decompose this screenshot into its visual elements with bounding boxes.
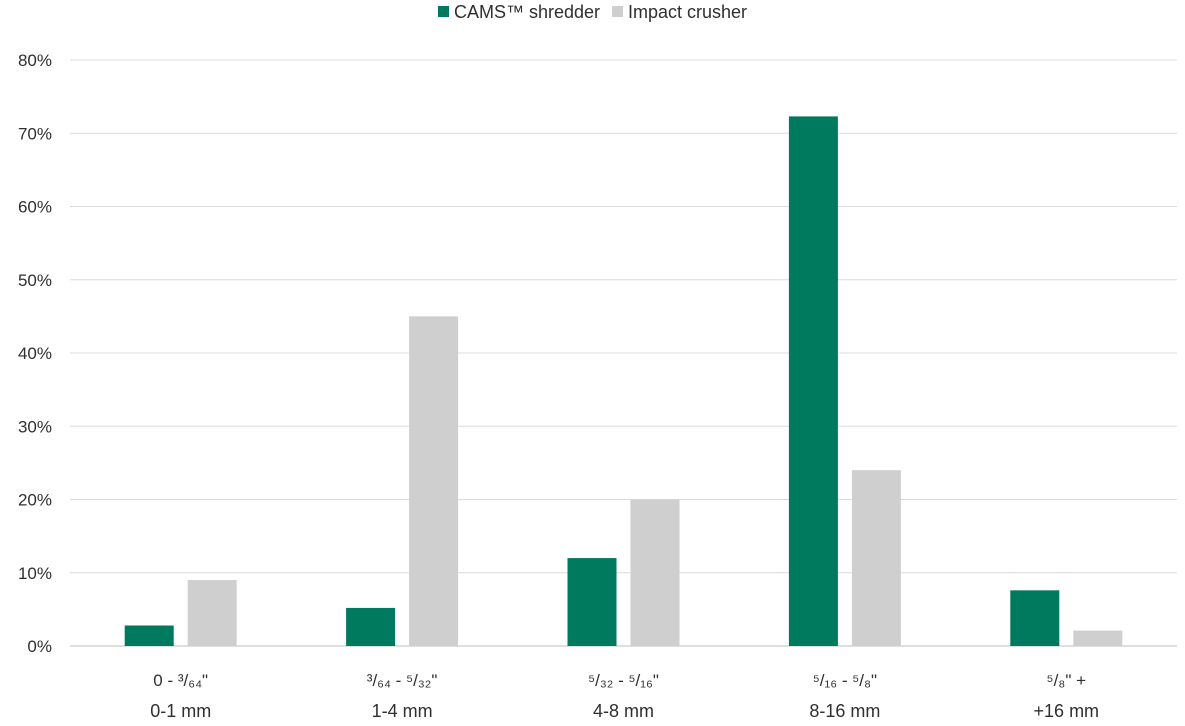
legend-label: Impact crusher <box>628 2 747 22</box>
x-tick-label-inch: ⁵/₁₆ - ⁵/₈" <box>813 671 877 690</box>
bar <box>630 499 680 646</box>
x-tick-label-inch: ³/₆₄ - ⁵/₃₂" <box>367 671 438 690</box>
bar <box>124 625 174 646</box>
legend-swatch <box>612 6 623 17</box>
legend-label: CAMS™ shredder <box>454 2 600 22</box>
bar <box>1073 630 1123 646</box>
x-tick-label-inch: ⁵/₈" + <box>1047 671 1087 690</box>
x-tick-label-mm: 0-1 mm <box>150 701 211 721</box>
y-tick-label: 60% <box>18 198 52 217</box>
x-tick-label-mm: 8-16 mm <box>809 701 880 721</box>
bar <box>187 580 237 646</box>
y-tick-label: 80% <box>18 51 52 70</box>
y-tick-label: 20% <box>18 491 52 510</box>
x-tick-label-mm: 4-8 mm <box>593 701 654 721</box>
x-tick-label-mm: 1-4 mm <box>372 701 433 721</box>
y-tick-label: 0% <box>27 637 52 656</box>
bar <box>788 116 838 647</box>
x-tick-label-mm: +16 mm <box>1034 701 1100 721</box>
y-tick-label: 30% <box>18 417 52 436</box>
y-tick-label: 70% <box>18 124 52 143</box>
bar <box>1010 590 1060 646</box>
y-tick-label: 50% <box>18 271 52 290</box>
bar <box>346 607 396 646</box>
legend-swatch <box>438 6 449 17</box>
bar <box>851 470 901 646</box>
y-tick-label: 40% <box>18 344 52 363</box>
y-tick-label: 10% <box>18 564 52 583</box>
x-tick-label-inch: ⁵/₃₂ - ⁵/₁₆" <box>588 671 659 690</box>
x-tick-label-inch: 0 - ³/₆₄" <box>153 671 208 690</box>
bar <box>567 558 617 646</box>
bar <box>409 316 459 646</box>
